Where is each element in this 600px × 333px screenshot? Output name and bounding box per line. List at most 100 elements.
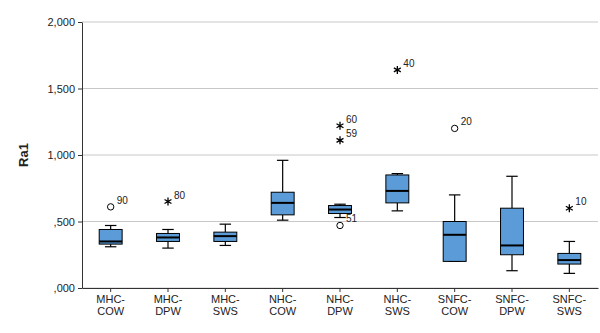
box <box>214 232 237 241</box>
box-group <box>214 224 237 245</box>
x-tick: NHC-COW <box>269 288 297 317</box>
lower-cap <box>564 273 575 274</box>
lower-whisker <box>397 203 398 211</box>
x-tick: SNFC-DPW <box>495 288 529 317</box>
x-tick-mark <box>282 288 283 292</box>
x-tick-label: SNFC-COW <box>438 293 472 318</box>
upper-whisker <box>282 160 283 192</box>
x-tick-mark <box>110 288 111 292</box>
box-group <box>386 66 409 211</box>
extreme-outlier <box>337 136 344 144</box>
box <box>271 192 294 215</box>
upper-whisker <box>454 195 455 222</box>
outlier-label: 40 <box>403 58 415 69</box>
outlier <box>337 222 343 228</box>
x-tick-label: MHC-COW <box>96 293 125 318</box>
y-tick-label: 1,500 <box>47 83 75 95</box>
lower-cap <box>277 220 288 221</box>
upper-whisker <box>511 176 512 208</box>
x-tick-mark <box>512 288 513 292</box>
box <box>329 206 352 214</box>
outlier-labels: 9080605951402010 <box>117 58 587 225</box>
x-tick: SNFC-COW <box>438 288 472 317</box>
boxes <box>99 66 581 273</box>
outlier-label: 60 <box>346 114 358 125</box>
y-axis: ,000 ,500 1,000 1,500 2,000 <box>47 16 82 294</box>
x-tick-label: SNFC-SWS <box>553 293 587 318</box>
grid <box>82 22 598 288</box>
median <box>329 209 352 211</box>
x-tick-label: SNFC-DPW <box>495 293 529 318</box>
lower-whisker <box>511 255 512 271</box>
upper-whisker <box>569 241 570 253</box>
box-group <box>157 198 180 249</box>
lower-cap <box>392 210 403 211</box>
median <box>501 244 524 246</box>
outlier <box>107 204 113 210</box>
outlier-label: 51 <box>346 213 358 224</box>
lower-whisker <box>167 241 168 248</box>
x-tick-mark <box>454 288 455 292</box>
median <box>443 234 466 236</box>
grid-line <box>82 22 598 23</box>
y-tick: ,500 <box>54 216 82 228</box>
median <box>558 259 581 261</box>
box-group <box>99 204 122 247</box>
lower-cap <box>220 245 231 246</box>
y-tick-label: ,000 <box>54 282 75 294</box>
extreme-outlier <box>165 198 172 206</box>
y-tick-mark <box>78 89 82 90</box>
x-tick-mark <box>168 288 169 292</box>
upper-cap <box>334 204 345 205</box>
box-group <box>443 125 466 261</box>
box <box>99 229 122 244</box>
y-tick: 1,000 <box>47 149 82 161</box>
outlier-label: 59 <box>346 128 358 139</box>
x-tick-label: NHC-DPW <box>326 293 354 318</box>
y-tick: 1,500 <box>47 83 82 95</box>
x-tick-label: NHC-SWS <box>384 293 412 318</box>
upper-cap <box>220 224 231 225</box>
y-tick-mark <box>78 155 82 156</box>
x-tick: MHC-DPW <box>154 288 183 317</box>
box-group <box>271 160 294 220</box>
upper-whisker <box>225 224 226 232</box>
box <box>558 253 581 264</box>
y-tick: 2,000 <box>47 16 82 28</box>
extreme-outlier <box>394 66 401 74</box>
box <box>443 222 466 262</box>
lower-cap <box>334 217 345 218</box>
plot: ,000 ,500 1,000 1,500 2,000 MHC-COW MHC-DPW MHC… <box>47 16 598 317</box>
median <box>99 240 122 242</box>
x-tick: MHC-COW <box>96 288 125 317</box>
x-tick: NHC-DPW <box>326 288 354 317</box>
y-tick-mark <box>78 288 82 289</box>
grid-line <box>82 155 598 156</box>
y-tick-label: 2,000 <box>47 16 75 28</box>
y-axis-line <box>82 23 83 289</box>
y-tick-mark <box>78 22 82 23</box>
outlier-label: 20 <box>461 116 473 127</box>
box <box>386 175 409 203</box>
lower-cap <box>105 246 116 247</box>
x-tick-label: MHC-DPW <box>154 293 183 318</box>
upper-cap <box>277 160 288 161</box>
y-axis-title: Ra1 <box>16 143 31 167</box>
median <box>157 236 180 238</box>
box <box>501 208 524 255</box>
upper-cap <box>564 241 575 242</box>
y-tick: ,000 <box>54 282 82 294</box>
box-group <box>558 204 581 273</box>
box-group <box>501 176 524 270</box>
x-tick: MHC-SWS <box>211 288 240 317</box>
grid-line <box>82 88 598 89</box>
y-tick-label: ,500 <box>54 216 75 228</box>
upper-cap <box>392 173 403 174</box>
x-tick-label: NHC-COW <box>269 293 297 318</box>
lower-whisker <box>569 264 570 273</box>
outlier-label: 10 <box>575 196 587 207</box>
lower-whisker <box>282 215 283 220</box>
x-tick-mark <box>225 288 226 292</box>
median <box>386 190 409 192</box>
x-tick: SNFC-SWS <box>553 288 587 317</box>
